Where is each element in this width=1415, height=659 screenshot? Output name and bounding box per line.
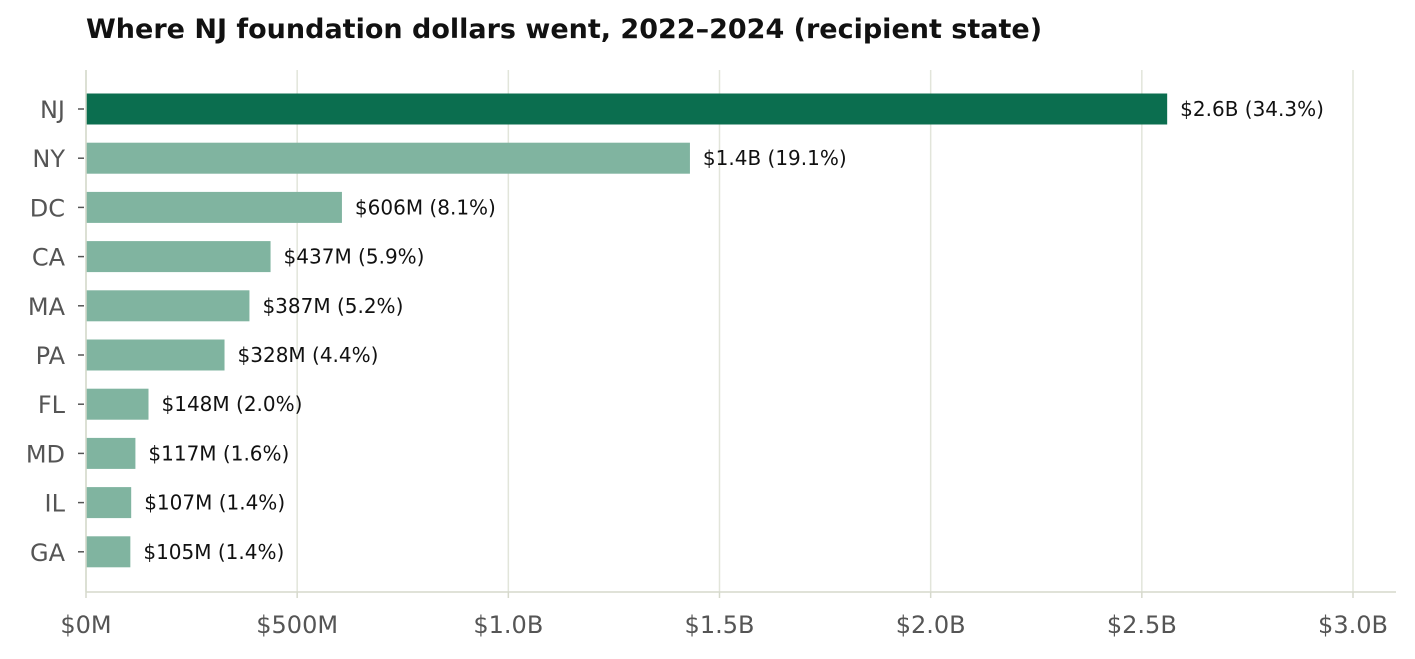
x-tick-label: $500M	[256, 611, 338, 639]
y-tick-label: NJ	[40, 96, 65, 124]
bar-fl	[86, 388, 149, 420]
y-tick-label: GA	[30, 539, 66, 567]
bar-md	[86, 437, 136, 469]
bar-value-label: $1.4B (19.1%)	[703, 146, 847, 170]
bar-value-label: $105M (1.4%)	[143, 540, 284, 564]
y-tick-label: PA	[36, 342, 66, 370]
bar-ga	[86, 536, 131, 568]
x-tick-label: $2.0B	[896, 611, 966, 639]
bar-value-label: $148M (2.0%)	[162, 392, 303, 416]
bar-dc	[86, 191, 342, 223]
bar-value-label: $2.6B (34.3%)	[1180, 97, 1324, 121]
x-axis: $0M $500M $1.0B $1.5B $2.0B $2.5B $3.0B	[60, 591, 1396, 639]
x-tick-label: $1.0B	[473, 611, 543, 639]
bars	[86, 93, 1168, 568]
bar-nj	[86, 93, 1168, 125]
x-tick-label: $1.5B	[685, 611, 755, 639]
y-tick-label: NY	[32, 145, 65, 173]
x-tick-label: $2.5B	[1107, 611, 1177, 639]
y-tick-label: IL	[45, 490, 66, 518]
y-tick-label: MD	[26, 440, 65, 468]
y-tick-label: MA	[28, 293, 66, 321]
x-tick-label: $3.0B	[1318, 611, 1388, 639]
y-tick-label: FL	[38, 391, 66, 419]
bar-ca	[86, 241, 271, 273]
bar-value-label: $117M (1.6%)	[148, 441, 289, 465]
bar-ma	[86, 290, 250, 322]
bar-value-labels: $2.6B (34.3%) $1.4B (19.1%) $606M (8.1%) $4…	[143, 97, 1324, 564]
bar-ny	[86, 142, 690, 174]
bar-il	[86, 487, 132, 519]
bar-value-label: $387M (5.2%)	[262, 294, 403, 318]
y-tick-label: CA	[32, 244, 66, 272]
chart-title: Where NJ foundation dollars went, 2022–2…	[86, 14, 1043, 45]
bar-value-label: $606M (8.1%)	[355, 195, 496, 219]
bar-pa	[86, 339, 225, 371]
y-axis: NJ NY DC CA MA PA FL MD IL GA	[26, 70, 87, 592]
bar-value-label: $437M (5.9%)	[284, 245, 425, 269]
y-tick-label: DC	[30, 194, 65, 222]
bar-value-label: $107M (1.4%)	[144, 491, 285, 515]
bar-value-label: $328M (4.4%)	[238, 343, 379, 367]
x-tick-label: $0M	[60, 611, 111, 639]
